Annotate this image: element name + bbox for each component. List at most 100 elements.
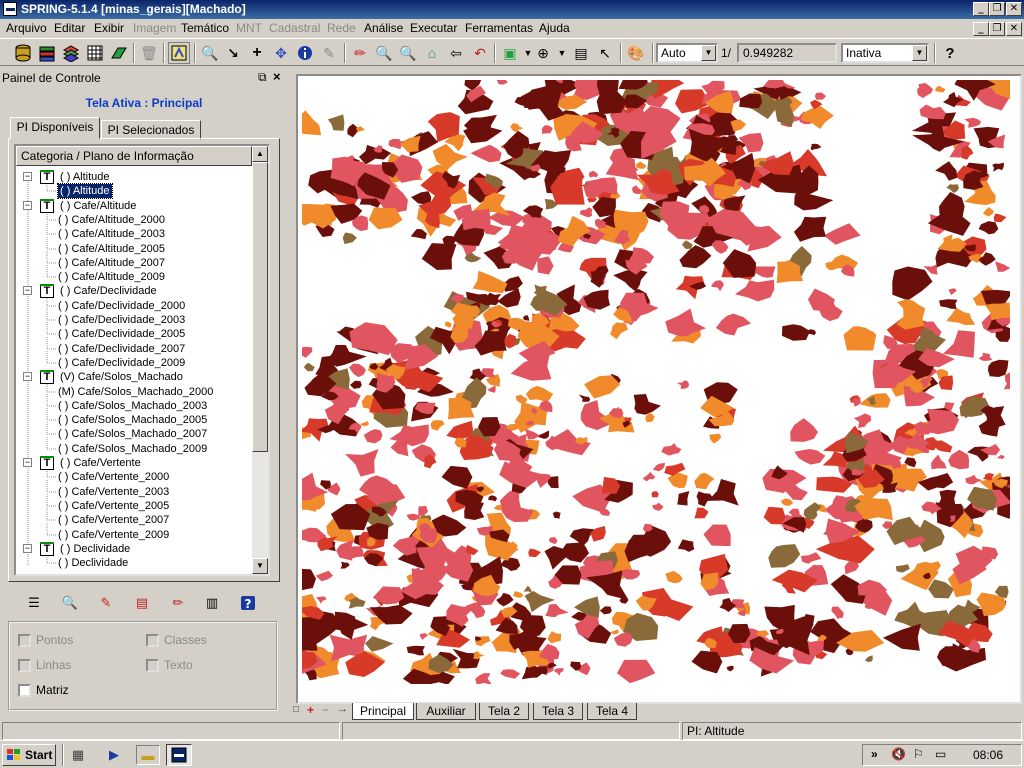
map-patch xyxy=(535,430,550,439)
back-icon[interactable]: ⇦ xyxy=(450,45,462,61)
edit-table-icon[interactable]: ▤ xyxy=(135,595,149,610)
zoom-area-icon[interactable]: ⌂ xyxy=(427,45,437,61)
tree-header[interactable]: Categoria / Plano de Informação xyxy=(16,146,252,166)
select-tool-icon[interactable]: ✎ xyxy=(323,45,335,61)
collapse-icon[interactable]: − xyxy=(23,371,32,381)
close-button[interactable]: ✕ xyxy=(1006,2,1022,16)
doc-close-button[interactable]: ✕ xyxy=(1006,22,1022,36)
map-grid-icon[interactable] xyxy=(168,42,190,64)
menu-arquivo[interactable]: Arquivo xyxy=(6,21,47,35)
tab-tela-4[interactable]: Tela 4 xyxy=(587,703,637,720)
menu-tematico[interactable]: Temático xyxy=(181,21,230,35)
menu-ajuda[interactable]: Ajuda xyxy=(539,21,570,35)
taskbar-spring-button[interactable] xyxy=(166,744,192,766)
measure-dropdown-icon[interactable]: ▼ xyxy=(557,47,567,58)
restore-button[interactable]: ❐ xyxy=(989,2,1005,16)
menu-mnt[interactable]: MNT xyxy=(236,21,262,35)
cursor-star-icon[interactable]: ↖ xyxy=(599,45,611,61)
book-icon[interactable]: ▥ xyxy=(205,595,219,610)
powershell-icon[interactable]: ▶ xyxy=(109,747,119,762)
tray-expand-icon[interactable]: » xyxy=(871,747,878,761)
doc-restore-button[interactable]: ❐ xyxy=(989,22,1005,36)
help-icon[interactable]: ? xyxy=(945,44,955,62)
tab-pi-selecionados[interactable]: PI Selecionados xyxy=(101,120,201,140)
checkbox-pontos[interactable]: Pontos xyxy=(18,633,73,648)
pi-tree[interactable]: Categoria / Plano de Informação − T( ) Al… xyxy=(14,144,270,576)
measure-icon[interactable]: ⊕ xyxy=(537,45,549,61)
menu-editar[interactable]: Editar xyxy=(54,21,86,35)
pencil-icon[interactable]: ✏ xyxy=(172,595,184,610)
volume-icon[interactable]: 🔇 xyxy=(891,747,906,761)
scroll-up-icon[interactable]: ▲ xyxy=(252,146,268,162)
pencil-icon[interactable]: ✏ xyxy=(354,45,366,61)
menu-ferramentas[interactable]: Ferramentas xyxy=(465,21,534,35)
doc-minimize-button[interactable]: _ xyxy=(973,22,989,36)
menu-exibir[interactable]: Exibir xyxy=(94,21,125,35)
help-icon[interactable]: ? xyxy=(238,593,258,613)
app-icon[interactable] xyxy=(3,2,17,16)
float-icon[interactable]: ⧉ xyxy=(258,70,267,84)
add-screen-icon[interactable]: + xyxy=(307,703,315,717)
pan-icon[interactable]: ✥ xyxy=(275,45,287,61)
chevron-down-icon[interactable]: ▼ xyxy=(701,45,716,61)
next-screen-icon[interactable]: → xyxy=(337,703,348,715)
display-dropdown-icon[interactable]: ▼ xyxy=(523,47,533,58)
layers-icon[interactable] xyxy=(60,42,82,64)
tab-pi-disponiveis[interactable]: PI Disponíveis xyxy=(10,117,100,139)
menu-cadastral[interactable]: Cadastral xyxy=(269,21,321,35)
scroll-thumb[interactable] xyxy=(252,162,268,452)
collapse-icon[interactable]: − xyxy=(23,285,32,295)
undo-icon[interactable]: ↶ xyxy=(474,45,486,61)
zoom-out-icon[interactable]: 🔍 xyxy=(399,45,417,61)
edit-visual-icon[interactable]: ✎ xyxy=(100,595,112,610)
thematic-map[interactable] xyxy=(302,80,1010,684)
scale-mode-select[interactable]: Auto ▼ xyxy=(656,43,718,63)
search-list-icon[interactable]: 🔍 xyxy=(61,595,79,610)
checkbox-matriz[interactable]: Matriz xyxy=(18,683,69,698)
remove-screen-icon[interactable]: − xyxy=(322,703,330,717)
zoom-icon[interactable]: 🔍 xyxy=(201,45,219,61)
collapse-icon[interactable]: − xyxy=(23,457,32,467)
menu-rede[interactable]: Rede xyxy=(327,21,356,35)
crosshair-icon[interactable]: + xyxy=(252,44,262,61)
table-icon[interactable]: ▤ xyxy=(574,45,588,61)
display-icon[interactable]: ▣ xyxy=(503,45,517,61)
collapse-icon[interactable]: − xyxy=(23,200,32,210)
checkbox-linhas[interactable]: Linhas xyxy=(18,658,71,673)
folder-icon[interactable]: ▬ xyxy=(136,745,160,765)
checkbox-classes[interactable]: Classes xyxy=(146,633,207,648)
network-icon[interactable]: ▭ xyxy=(935,747,947,761)
start-button[interactable]: Start xyxy=(2,744,56,766)
list-icon[interactable]: ☰ xyxy=(28,595,40,610)
menu-imagem[interactable]: Imagem xyxy=(133,21,177,35)
collapse-icon[interactable]: − xyxy=(23,543,32,553)
project-icon[interactable] xyxy=(36,42,58,64)
tab-nav-icon[interactable]: □ xyxy=(293,704,300,715)
tree-scrollbar[interactable]: ▲ ▼ xyxy=(252,146,268,574)
arrow-down-right-icon[interactable]: ↘ xyxy=(227,45,239,61)
tab-auxiliar[interactable]: Auxiliar xyxy=(416,703,476,720)
server-icon[interactable]: ▦ xyxy=(71,747,85,762)
minimize-button[interactable]: _ xyxy=(973,2,989,16)
tab-tela-2[interactable]: Tela 2 xyxy=(479,703,529,720)
tab-tela-3[interactable]: Tela 3 xyxy=(533,703,583,720)
menu-analise[interactable]: Análise xyxy=(364,21,404,35)
state-select[interactable]: Inativa ▼ xyxy=(841,43,929,63)
delete-icon[interactable]: 🗑 xyxy=(140,45,158,61)
flag-icon[interactable]: ⚐ xyxy=(913,747,924,761)
scroll-down-icon[interactable]: ▼ xyxy=(252,558,268,574)
grid-icon[interactable] xyxy=(84,42,106,64)
eraser-icon[interactable] xyxy=(108,42,130,64)
zoom-in-icon[interactable]: 🔍 xyxy=(375,45,393,61)
panel-close-icon[interactable]: × xyxy=(273,69,281,84)
palette-icon[interactable]: 🎨 xyxy=(627,45,645,61)
info-icon[interactable] xyxy=(294,42,316,64)
map-canvas[interactable] xyxy=(296,74,1022,704)
database-icon[interactable] xyxy=(12,42,34,64)
menu-executar[interactable]: Executar xyxy=(410,21,458,35)
collapse-icon[interactable]: − xyxy=(23,171,32,181)
tab-principal[interactable]: Principal xyxy=(352,703,414,720)
chevron-down-icon[interactable]: ▼ xyxy=(912,45,927,61)
checkbox-texto[interactable]: Texto xyxy=(146,658,193,673)
scale-value-field[interactable]: 0.949282 xyxy=(737,43,837,63)
